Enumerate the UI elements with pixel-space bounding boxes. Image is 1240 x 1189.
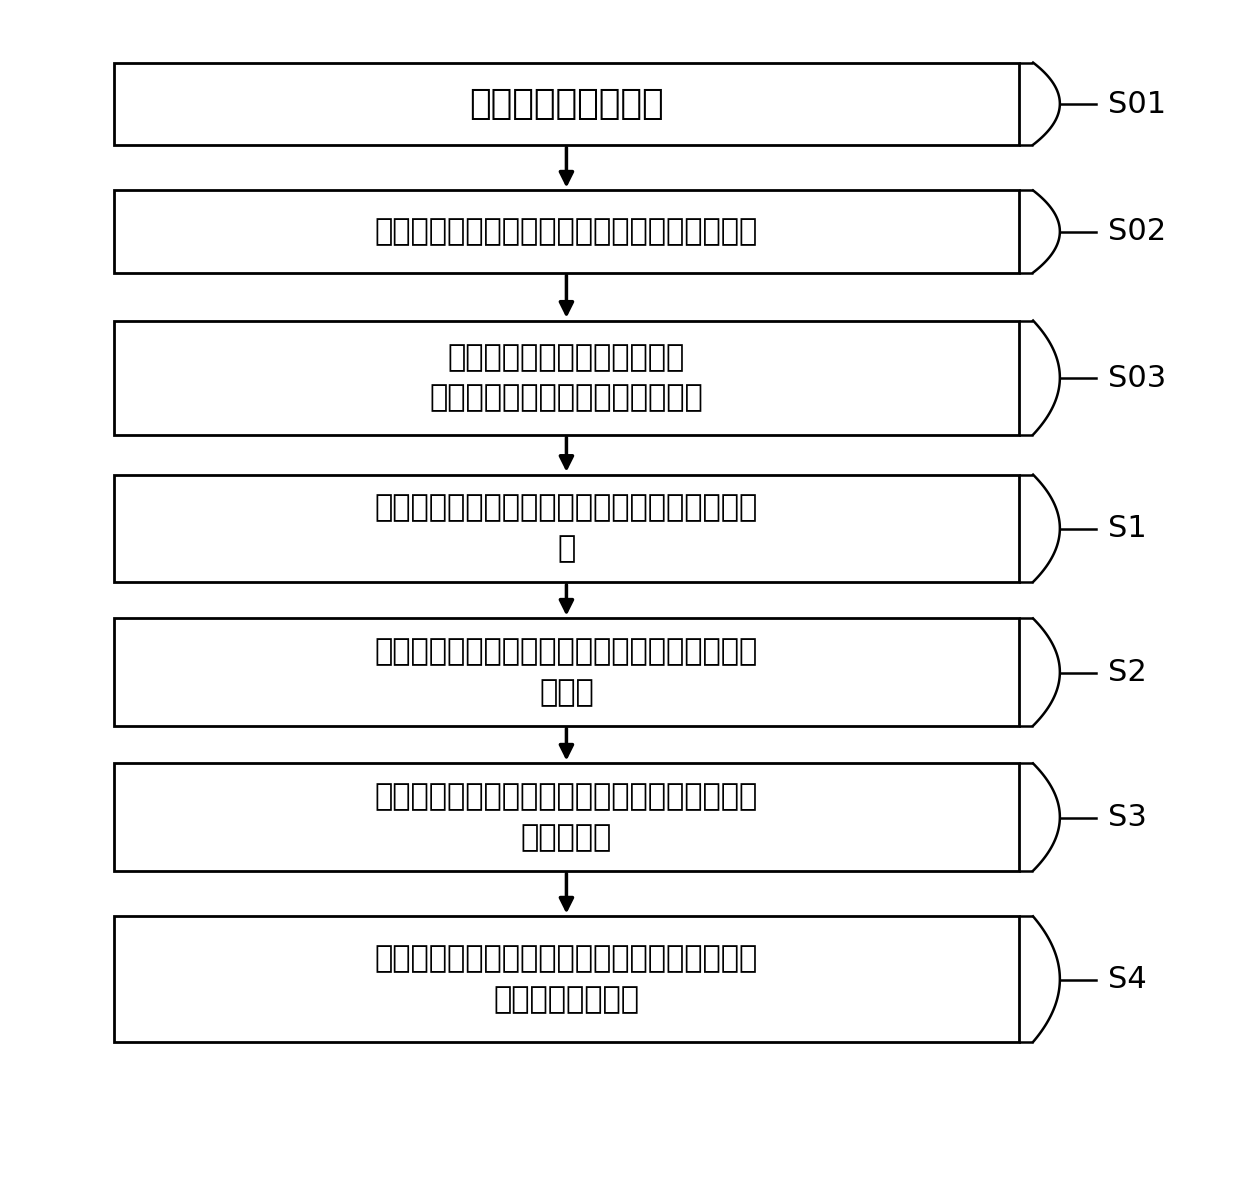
Text: S3: S3 — [1109, 803, 1147, 832]
Text: 处理所述待处理多光谱遥感数据，以得到植被指
数数据: 处理所述待处理多光谱遥感数据，以得到植被指 数数据 — [374, 637, 758, 707]
FancyBboxPatch shape — [114, 63, 1019, 145]
Text: 获取待处理遥感样本: 获取待处理遥感样本 — [469, 87, 663, 120]
FancyBboxPatch shape — [114, 190, 1019, 272]
FancyBboxPatch shape — [114, 321, 1019, 435]
Text: 基于所述植被指数数据进行图像合成操作，以得
到目标图像: 基于所述植被指数数据进行图像合成操作，以得 到目标图像 — [374, 782, 758, 851]
FancyBboxPatch shape — [114, 474, 1019, 581]
Text: S2: S2 — [1109, 659, 1147, 687]
Text: 通过所述植被指数样本与预设
作物含水量信息构建预设反演模型: 通过所述植被指数样本与预设 作物含水量信息构建预设反演模型 — [429, 342, 703, 413]
FancyBboxPatch shape — [114, 763, 1019, 870]
Text: 获取与大田作物叶片对应的待处理多光谱遥感数
据: 获取与大田作物叶片对应的待处理多光谱遥感数 据 — [374, 493, 758, 564]
Text: 根据预设反演模型处理所述目标图像，以得到当
前作物含水量信息: 根据预设反演模型处理所述目标图像，以得到当 前作物含水量信息 — [374, 944, 758, 1014]
Text: S4: S4 — [1109, 965, 1147, 994]
Text: 处理所述待处理遥感样本，以得到植被指数样本: 处理所述待处理遥感样本，以得到植被指数样本 — [374, 218, 758, 246]
Text: S1: S1 — [1109, 515, 1147, 543]
FancyBboxPatch shape — [114, 917, 1019, 1042]
Text: S01: S01 — [1109, 89, 1166, 119]
Text: S03: S03 — [1109, 364, 1167, 392]
FancyBboxPatch shape — [114, 618, 1019, 725]
Text: S02: S02 — [1109, 218, 1166, 246]
